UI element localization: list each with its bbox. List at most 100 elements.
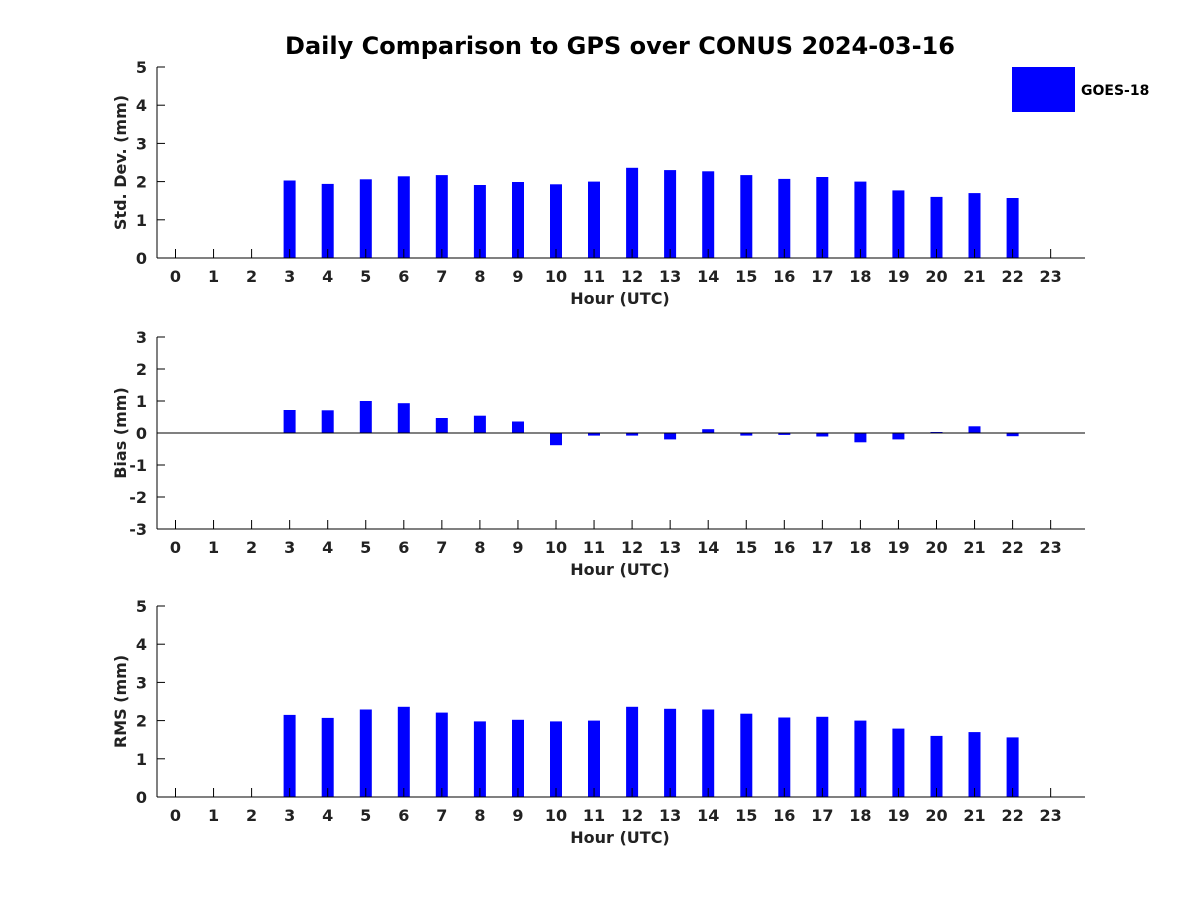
panel1-x-tick-label: 11 bbox=[583, 267, 605, 286]
panel2-bar bbox=[473, 415, 486, 433]
panel2-x-tick-label: 11 bbox=[583, 538, 605, 557]
panel2-x-tick-label: 5 bbox=[360, 538, 371, 557]
panel1-x-tick-label: 3 bbox=[284, 267, 295, 286]
panel3-x-tick-label: 19 bbox=[887, 806, 909, 825]
panel3-x-tick-label: 22 bbox=[1001, 806, 1023, 825]
panel2-bar bbox=[854, 433, 867, 443]
panel2-y-tick-label: -2 bbox=[129, 488, 147, 507]
panel1-y-tick-label: 0 bbox=[136, 249, 147, 268]
panel2-y-tick-label: 2 bbox=[136, 360, 147, 379]
panel1-bar bbox=[321, 183, 334, 258]
panel2-x-tick-label: 23 bbox=[1040, 538, 1062, 557]
panel3-bar bbox=[1006, 737, 1019, 797]
panel1-x-tick-label: 21 bbox=[963, 267, 985, 286]
panel2-y-tick-label: -3 bbox=[129, 520, 147, 539]
panel1-y-axis-label: Std. Dev. (mm) bbox=[111, 95, 130, 230]
panel3-bar bbox=[664, 708, 677, 797]
panel1-bar bbox=[550, 184, 562, 258]
panel1-x-tick-label: 4 bbox=[322, 267, 333, 286]
panel3-y-tick-label: 4 bbox=[136, 635, 147, 654]
panel2-x-tick-label: 12 bbox=[621, 538, 643, 557]
panel2-x-tick-label: 10 bbox=[545, 538, 567, 557]
panel3-x-tick-label: 17 bbox=[811, 806, 833, 825]
panel1-bar bbox=[664, 170, 677, 258]
panel3-y-tick-label: 2 bbox=[136, 712, 147, 731]
panel3-bar bbox=[740, 713, 753, 797]
panel3-x-tick-label: 20 bbox=[925, 806, 947, 825]
panel3-bar bbox=[435, 712, 448, 797]
panel1-x-tick-label: 12 bbox=[621, 267, 643, 286]
panel2-bar bbox=[550, 433, 562, 446]
panel1-bar bbox=[626, 167, 639, 258]
panel2-x-tick-label: 2 bbox=[246, 538, 257, 557]
panel2-x-tick-label: 17 bbox=[811, 538, 833, 557]
panel3-x-tick-label: 7 bbox=[436, 806, 447, 825]
panel2-x-tick-label: 6 bbox=[398, 538, 409, 557]
panel3-y-axis-label: RMS (mm) bbox=[111, 655, 130, 748]
panel3-x-tick-label: 8 bbox=[474, 806, 485, 825]
panel1-x-tick-label: 7 bbox=[436, 267, 447, 286]
panel3-bar bbox=[359, 709, 372, 797]
panel2-x-tick-label: 0 bbox=[170, 538, 181, 557]
panel3-x-tick-label: 5 bbox=[360, 806, 371, 825]
panel2-bar bbox=[435, 418, 448, 433]
panel1-bar bbox=[816, 177, 829, 258]
panel3-x-axis-label: Hour (UTC) bbox=[570, 828, 670, 847]
panel3-y-tick-label: 0 bbox=[136, 788, 147, 807]
panel1-bar bbox=[778, 178, 791, 258]
panel3-bar bbox=[283, 714, 296, 797]
panel1-x-tick-label: 10 bbox=[545, 267, 567, 286]
panel3-x-tick-label: 15 bbox=[735, 806, 757, 825]
panel2-bar bbox=[702, 429, 715, 433]
panel3-x-tick-label: 14 bbox=[697, 806, 719, 825]
panel3-x-tick-label: 9 bbox=[512, 806, 523, 825]
panel1-x-tick-label: 17 bbox=[811, 267, 833, 286]
panel1-x-tick-label: 20 bbox=[925, 267, 947, 286]
panel1-y-tick-label: 5 bbox=[136, 58, 147, 77]
panel1-bar bbox=[740, 175, 753, 258]
panel3-x-tick-label: 13 bbox=[659, 806, 681, 825]
panel2-bar bbox=[1006, 433, 1019, 437]
panel2-x-tick-label: 20 bbox=[925, 538, 947, 557]
panel3-bar bbox=[816, 716, 829, 797]
panel3-bar bbox=[473, 721, 486, 797]
panel2-bar bbox=[359, 401, 372, 433]
panel2-bar bbox=[321, 410, 334, 433]
panel2-bar bbox=[588, 433, 600, 436]
panel3-y-tick-label: 5 bbox=[136, 597, 147, 616]
panel2-bar bbox=[626, 433, 639, 436]
panel3-bar bbox=[854, 720, 867, 797]
panel2-y-axis-label: Bias (mm) bbox=[111, 387, 130, 479]
panel3-y-tick-label: 1 bbox=[136, 750, 147, 769]
panel2-x-tick-label: 21 bbox=[963, 538, 985, 557]
panel2-x-tick-label: 3 bbox=[284, 538, 295, 557]
panel2-x-tick-label: 1 bbox=[208, 538, 219, 557]
panel3-x-tick-label: 6 bbox=[398, 806, 409, 825]
panel1-bar bbox=[435, 175, 448, 258]
panel3-bar bbox=[968, 732, 981, 797]
panel1-x-tick-label: 19 bbox=[887, 267, 909, 286]
panel3-x-tick-label: 10 bbox=[545, 806, 567, 825]
panel3-bar bbox=[512, 719, 524, 797]
panel3-x-tick-label: 21 bbox=[963, 806, 985, 825]
panel1-x-tick-label: 13 bbox=[659, 267, 681, 286]
panel2-x-tick-label: 14 bbox=[697, 538, 719, 557]
panel1-bar bbox=[968, 193, 981, 258]
panel1-bar bbox=[283, 180, 296, 258]
panel2-bar bbox=[397, 403, 410, 433]
panel1-bar bbox=[854, 181, 867, 258]
panel2-bar bbox=[664, 433, 677, 440]
panel3-x-tick-label: 3 bbox=[284, 806, 295, 825]
panel3-bar bbox=[321, 717, 334, 797]
panel3-x-tick-label: 2 bbox=[246, 806, 257, 825]
panel1-y-tick-label: 2 bbox=[136, 173, 147, 192]
panel1-y-tick-label: 1 bbox=[136, 211, 147, 230]
panel2-bar bbox=[892, 433, 905, 440]
panel2-bar bbox=[816, 433, 829, 437]
panel1-bar bbox=[930, 196, 943, 258]
panel3-x-tick-label: 11 bbox=[583, 806, 605, 825]
legend-label: GOES-18 bbox=[1081, 83, 1149, 99]
panel3-bar bbox=[892, 728, 905, 797]
panel1-x-tick-label: 16 bbox=[773, 267, 795, 286]
